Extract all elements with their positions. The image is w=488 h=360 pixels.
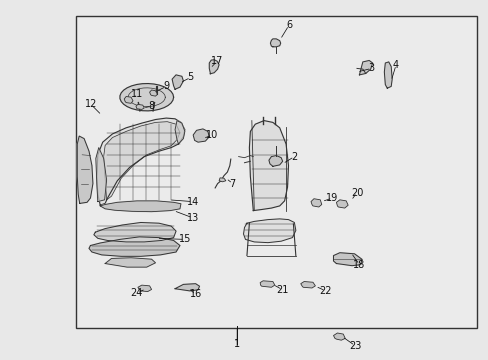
Polygon shape (260, 281, 274, 287)
Polygon shape (149, 90, 157, 96)
Polygon shape (175, 121, 184, 144)
Polygon shape (268, 156, 282, 166)
Polygon shape (105, 258, 155, 267)
Text: 22: 22 (319, 286, 331, 296)
Polygon shape (300, 282, 315, 288)
Polygon shape (77, 136, 93, 203)
Polygon shape (249, 121, 288, 211)
Text: 14: 14 (186, 197, 199, 207)
Polygon shape (97, 118, 184, 205)
Text: 17: 17 (210, 56, 223, 66)
Polygon shape (138, 285, 151, 292)
Polygon shape (384, 62, 391, 88)
Text: 18: 18 (352, 260, 365, 270)
Polygon shape (94, 222, 176, 242)
Polygon shape (172, 75, 183, 89)
Text: 4: 4 (392, 60, 398, 70)
Polygon shape (219, 178, 225, 182)
Text: 3: 3 (368, 63, 374, 73)
Text: 15: 15 (178, 234, 191, 244)
Polygon shape (310, 199, 321, 207)
Text: 8: 8 (148, 101, 154, 111)
Text: 9: 9 (163, 81, 169, 91)
Text: 10: 10 (205, 130, 218, 140)
Polygon shape (270, 39, 280, 47)
Polygon shape (89, 237, 180, 256)
Polygon shape (333, 333, 345, 340)
Polygon shape (136, 104, 144, 109)
Polygon shape (120, 84, 173, 111)
Text: 1: 1 (234, 339, 240, 349)
Text: 5: 5 (187, 72, 193, 82)
Text: 13: 13 (186, 213, 199, 223)
Text: 2: 2 (291, 152, 297, 162)
Polygon shape (193, 129, 209, 142)
Polygon shape (103, 122, 180, 200)
Polygon shape (243, 219, 295, 243)
FancyBboxPatch shape (76, 16, 476, 328)
Text: 6: 6 (285, 20, 291, 30)
Text: 7: 7 (229, 179, 235, 189)
Polygon shape (336, 200, 347, 208)
Text: 12: 12 (84, 99, 97, 109)
Text: 24: 24 (130, 288, 143, 298)
Text: 23: 23 (348, 341, 361, 351)
Polygon shape (124, 96, 133, 103)
Text: 21: 21 (276, 285, 288, 295)
Text: 20: 20 (350, 188, 363, 198)
Polygon shape (175, 284, 199, 291)
Polygon shape (333, 253, 361, 266)
Text: 11: 11 (130, 89, 143, 99)
Polygon shape (209, 60, 219, 74)
Polygon shape (359, 60, 372, 75)
Polygon shape (96, 148, 106, 202)
Polygon shape (100, 201, 181, 212)
Text: 16: 16 (189, 289, 202, 300)
Text: 19: 19 (325, 193, 338, 203)
